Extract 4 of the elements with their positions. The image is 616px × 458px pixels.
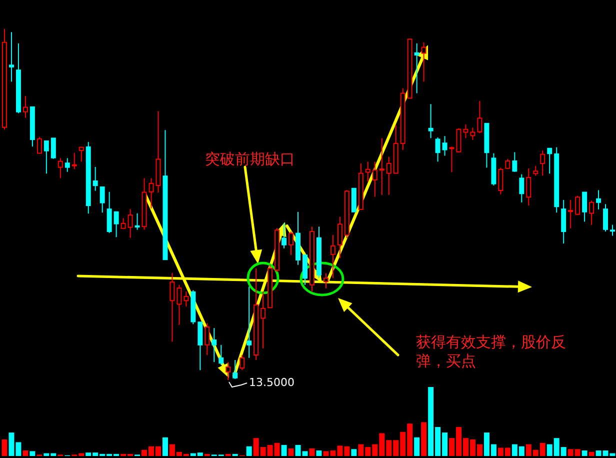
annotation: 获得有效支撑，股价反弹，买点 bbox=[416, 333, 567, 371]
annotation: 突破前期缺口 bbox=[205, 150, 296, 169]
annotation: 13.5000 bbox=[249, 376, 294, 389]
annotation: 13.5000 bbox=[228, 376, 294, 389]
